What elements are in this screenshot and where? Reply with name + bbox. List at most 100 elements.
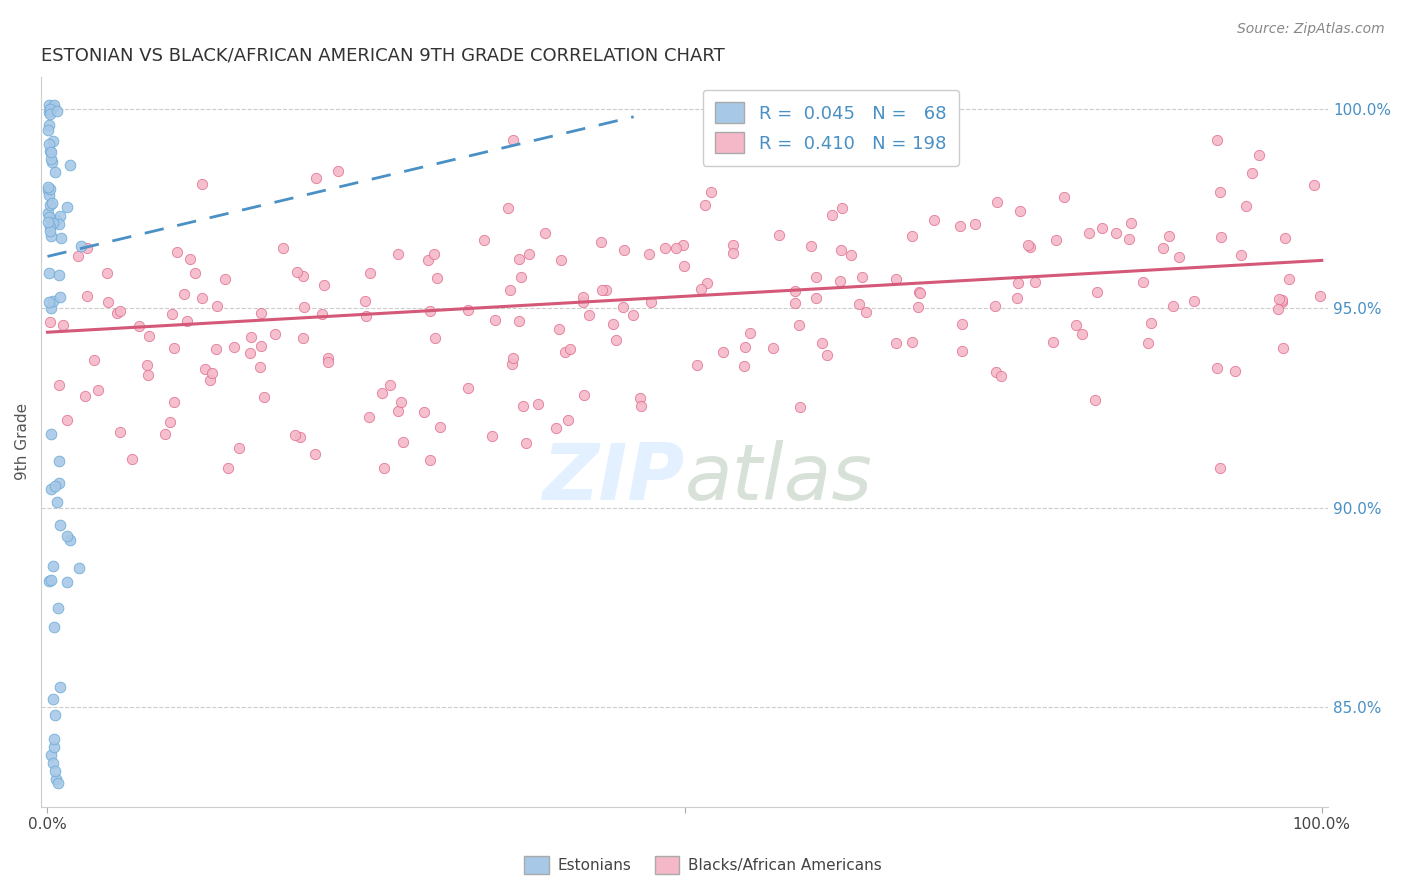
Point [990,369,1012,384]
Point [249,306,271,320]
Point [292,331,315,345]
Point [73,389,96,403]
Point [48,268,70,283]
Point [42,97,65,112]
Point [38,118,60,132]
Point [38,98,60,112]
Point [1159,228,1181,243]
Point [572,289,595,303]
Point [672,259,695,273]
Point [1267,301,1289,316]
Point [800,238,823,252]
Point [1271,294,1294,309]
Point [179,252,201,266]
Point [502,351,524,365]
Point [37,206,59,220]
Point [515,435,537,450]
Point [1240,166,1263,180]
Point [138,329,160,343]
Point [544,421,567,435]
Point [207,299,229,313]
Point [821,208,844,222]
Point [785,284,807,298]
Point [238,345,260,359]
Point [37,183,59,197]
Point [963,217,986,231]
Point [217,461,239,475]
Point [986,366,1008,380]
Point [949,219,972,234]
Text: Source: ZipAtlas.com: Source: ZipAtlas.com [1237,22,1385,37]
Point [711,345,734,359]
Point [45,213,67,227]
Point [67,560,90,574]
Point [271,241,294,255]
Point [387,404,409,418]
Legend: Estonians, Blacks/African Americans: Estonians, Blacks/African Americans [517,850,889,880]
Point [1303,178,1326,192]
Point [41,196,63,211]
Point [163,394,186,409]
Point [830,243,852,257]
Point [304,447,326,461]
Point [1163,299,1185,313]
Point [392,435,415,450]
Point [42,740,65,755]
Point [42,559,65,574]
Point [740,326,762,340]
Point [612,300,634,314]
Point [76,241,98,255]
Point [48,453,70,467]
Point [1236,199,1258,213]
Point [66,249,89,263]
Point [811,335,834,350]
Point [55,529,77,543]
Point [508,314,530,328]
Point [49,231,72,245]
Point [42,100,65,114]
Point [44,165,66,179]
Point [815,348,838,362]
Point [1209,461,1232,475]
Point [700,186,723,200]
Point [48,476,70,491]
Point [49,517,72,532]
Point [76,289,98,303]
Point [38,188,60,202]
Point [1005,291,1028,305]
Point [39,152,62,166]
Point [370,386,392,401]
Point [37,215,59,229]
Point [908,285,931,299]
Point [41,155,63,169]
Point [205,343,228,357]
Point [38,210,60,224]
Point [1052,190,1074,204]
Point [39,748,62,763]
Point [1206,133,1229,147]
Point [1209,230,1232,244]
Point [560,342,582,356]
Point [1119,216,1142,230]
Point [1278,272,1301,286]
Point [45,495,67,509]
Point [46,103,69,118]
Point [166,244,188,259]
Point [848,297,870,311]
Point [721,245,744,260]
Point [689,282,711,296]
Point [38,102,60,116]
Point [481,429,503,443]
Point [1077,226,1099,240]
Point [508,252,530,267]
Point [1105,226,1128,240]
Point [1085,285,1108,300]
Point [557,413,579,427]
Point [41,145,63,160]
Point [222,340,245,354]
Point [59,158,82,172]
Point [630,399,652,413]
Point [214,271,236,285]
Point [602,318,624,332]
Point [108,425,131,439]
